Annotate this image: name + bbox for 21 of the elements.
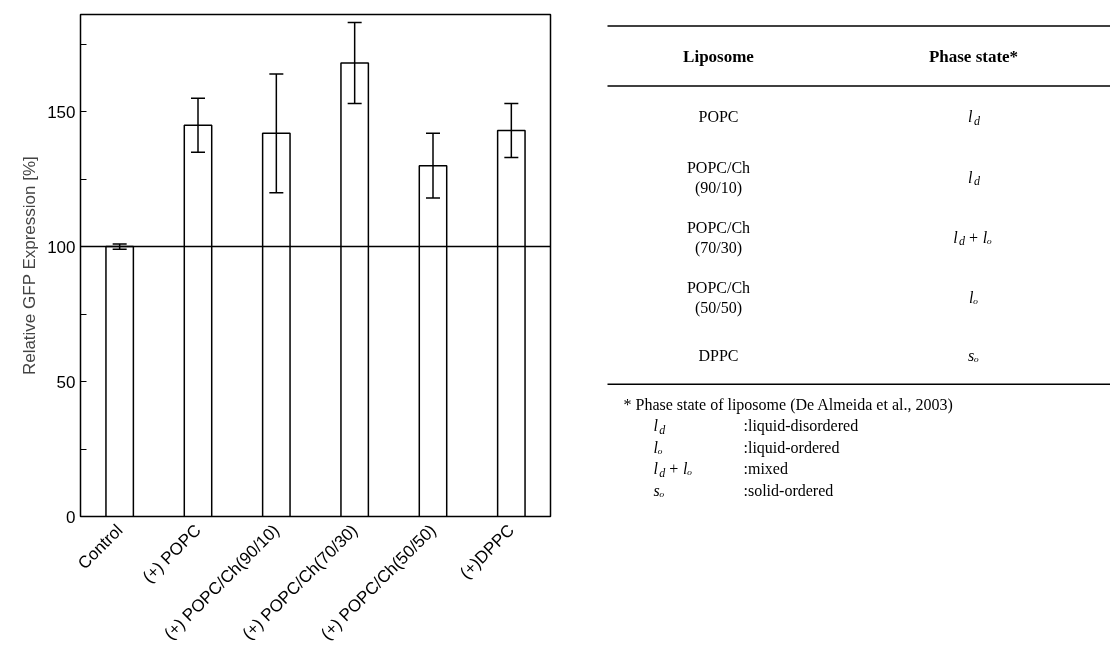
text: Phase state* (928, 47, 1019, 67)
text: lₒ (968, 288, 979, 306)
text: POPC/Ch (90/10) (686, 158, 751, 198)
text: * Phase state of liposome (De Almeida et al., 2003) (623, 395, 953, 414)
y-tick-label: 150 (47, 102, 76, 122)
text: POPC (698, 108, 739, 126)
y-axis-title: Relative GFP Expression [%] (20, 156, 40, 376)
text: sₒ (968, 347, 980, 365)
text: :solid-ordered (743, 481, 834, 499)
y-tick-label: 50 (56, 372, 76, 392)
text: Liposome (683, 47, 755, 67)
text: lₒ (653, 438, 663, 456)
text: :liquid-disordered (743, 417, 859, 436)
text: POPC/Ch (70/30) (686, 218, 751, 258)
text: :mixed (743, 460, 788, 478)
text: :liquid-ordered (743, 438, 840, 457)
text: POPC/Ch (50/50) (686, 278, 751, 318)
text: DPPC (698, 347, 739, 365)
y-tick-label: 0 (66, 507, 76, 527)
y-tick-label: 100 (47, 237, 76, 257)
text: sₒ (653, 481, 665, 499)
